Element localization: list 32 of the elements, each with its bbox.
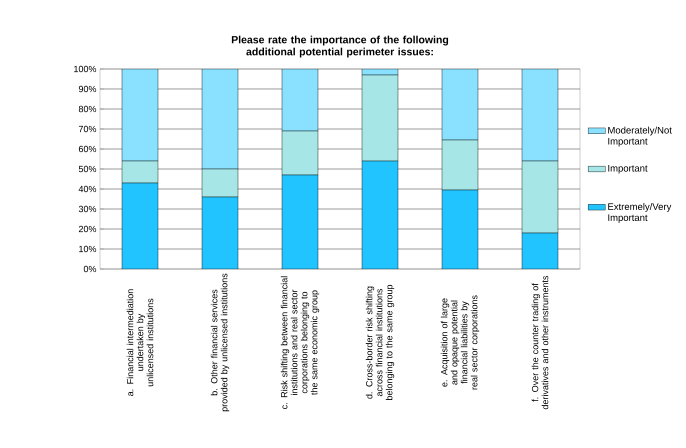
legend-label: Important xyxy=(608,164,648,174)
bar xyxy=(362,160,398,270)
x-tick-label: b. Other financial services provided by unlicensed institutions xyxy=(210,274,230,412)
bar xyxy=(522,69,558,162)
y-tick-label: 90% xyxy=(78,86,96,92)
bar xyxy=(122,182,158,270)
y-tick-label: 40% xyxy=(78,186,96,192)
y-tick-label: 70% xyxy=(78,126,96,132)
legend-label: Extremely/Very Important xyxy=(608,203,672,223)
x-tick-label: d. Cross-border risk shifting across financial institutions belonging to the same group xyxy=(366,284,394,400)
legend-label: Moderately/Not Important xyxy=(608,126,672,146)
y-tick-label: 50% xyxy=(78,166,96,172)
x-tick-label: a. Financial intermediation undertaken by unlicensed institutions xyxy=(126,289,154,396)
x-tick-label: c. Risk shifting between financial institutions and real sector corporations belonging to the same economic group xyxy=(280,276,320,409)
y-tick-label: 20% xyxy=(78,226,96,232)
y-tick-label: 30% xyxy=(78,206,96,212)
bar xyxy=(122,69,158,162)
bar xyxy=(202,69,238,170)
bar xyxy=(522,232,558,270)
chart-title: Please rate the importance of the following additional potential perimeter issues: xyxy=(232,36,448,58)
bar xyxy=(282,174,318,270)
y-tick-label: 80% xyxy=(78,106,96,112)
y-tick-label: 10% xyxy=(79,246,96,252)
x-tick-label: e. Acquisition of large and opaque potential financial liabilities by real sector corporations xyxy=(440,295,480,390)
bar xyxy=(442,190,478,270)
bar xyxy=(282,69,318,132)
y-tick-label: 100% xyxy=(74,66,96,72)
x-tick-label: f. Over the counter trading of derivatives and other instruments xyxy=(532,276,548,410)
y-tick-label: 0% xyxy=(84,266,96,272)
bar xyxy=(442,69,478,140)
bar xyxy=(202,196,238,270)
y-tick-label: 60% xyxy=(78,146,96,152)
